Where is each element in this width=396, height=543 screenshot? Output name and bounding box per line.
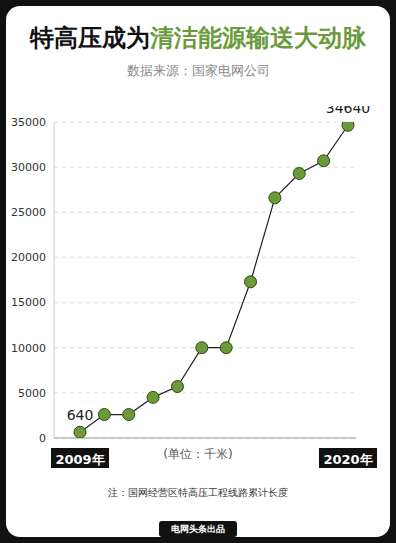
svg-text:640: 640 — [67, 407, 94, 423]
html-text:注：国网经营区特高压工程线路累计长度: 注：国网经营区特高压工程线路累计长度 — [108, 487, 288, 498]
svg-text:35000: 35000 — [11, 116, 46, 129]
html-text:特高压成为清洁能源输送大动脉: 特高压成为清洁能源输送大动脉 — [30, 24, 366, 52]
svg-text:0: 0 — [39, 432, 46, 445]
svg-text:2020年: 2020年 — [323, 452, 372, 467]
svg-text:15000: 15000 — [11, 296, 46, 309]
svg-text:30000: 30000 — [11, 161, 46, 174]
html-text:(单位：千米): (单位：千米) — [163, 447, 233, 461]
svg-text:20000: 20000 — [11, 251, 46, 264]
svg-text:5000: 5000 — [18, 387, 46, 400]
html-text:数据来源：国家电网公司: 数据来源：国家电网公司 — [126, 63, 270, 78]
svg-text:25000: 25000 — [11, 206, 46, 219]
html-text:电网头条出品: 电网头条出品 — [171, 524, 225, 534]
svg-text:34640: 34640 — [326, 106, 371, 116]
svg-text:10000: 10000 — [11, 342, 46, 355]
svg-text:2009年: 2009年 — [55, 452, 104, 467]
